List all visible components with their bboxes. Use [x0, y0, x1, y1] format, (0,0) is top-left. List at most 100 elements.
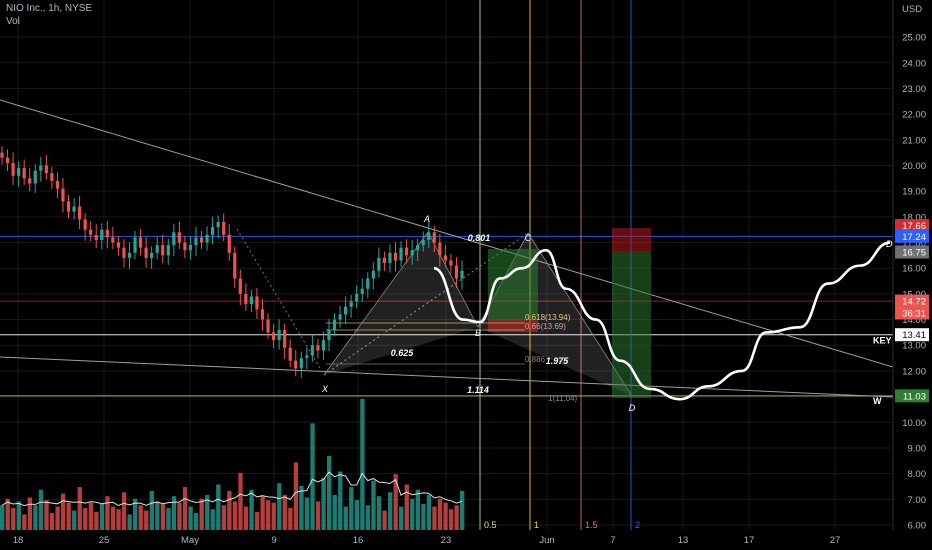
drawings: [0, 0, 894, 530]
dotted-line: [323, 239, 519, 376]
volume-bar: [238, 472, 243, 530]
volume-label: Vol: [6, 16, 20, 27]
pattern-ratio-label: 1.975: [546, 356, 570, 366]
volume-bar: [332, 494, 337, 530]
candle-body: [249, 296, 253, 305]
volume-bar: [77, 487, 82, 530]
volume-bar: [338, 471, 343, 530]
volume-bar: [105, 496, 110, 530]
volume-bar: [33, 505, 38, 530]
price-axis: 25.00 24.00 23.00 22.00 21.00 20.00 19.00 18.00…: [892, 0, 929, 532]
pattern-point-c: C: [525, 233, 532, 243]
volume-bar: [0, 505, 5, 530]
volume-bar: [27, 497, 33, 530]
trendline-upper: [0, 99, 894, 368]
price-tick: 16.00: [902, 264, 926, 275]
candle-body: [349, 301, 353, 307]
volume-bar: [288, 507, 293, 530]
candle-body: [338, 314, 342, 320]
price-badge-label: 17.24: [902, 232, 926, 243]
volume-bar: [376, 496, 382, 530]
price-tick: 25.00: [902, 33, 926, 44]
price-badge: [895, 328, 929, 342]
price-tick: 12.00: [902, 366, 926, 377]
volume-bar: [421, 504, 426, 530]
price-tick: 8.00: [908, 469, 927, 480]
pattern-ratio-label: 1.114: [467, 385, 489, 395]
volume-bar: [404, 484, 409, 530]
candle-body: [310, 345, 314, 356]
volume-bar: [266, 500, 271, 530]
trendline-lower: [0, 356, 894, 398]
candle-body: [33, 170, 37, 184]
price-badge: [895, 219, 929, 233]
candle-body: [449, 260, 453, 266]
candle-body: [299, 358, 303, 369]
volume-bar: [138, 505, 143, 530]
short-target-box: [612, 251, 651, 398]
time-tick: May: [181, 535, 199, 546]
candle-body: [393, 252, 398, 261]
volume-bar: [133, 498, 138, 530]
time-tick: 27: [830, 535, 841, 546]
volume-bar: [171, 496, 177, 530]
volume-bar: [16, 501, 21, 530]
candle-body: [50, 173, 54, 181]
price-badge-label: 14.72: [902, 297, 926, 308]
volume-bar: [221, 505, 227, 530]
volume-bar: [88, 502, 94, 530]
volume-bar: [22, 514, 27, 530]
candle-body: [161, 245, 165, 256]
volume-bar: [38, 489, 44, 530]
volume-bar: [216, 484, 221, 530]
candle-body: [194, 237, 198, 246]
pattern-point-d: D: [629, 403, 636, 413]
time-axis: 18 25 May 9 16 23 Jun 7 13 17 27: [13, 535, 841, 546]
volume-bar: [293, 462, 299, 530]
volume-bar: [188, 506, 193, 530]
currency-label: USD: [902, 4, 922, 15]
candle-body: [72, 206, 76, 212]
candle-body: [404, 247, 409, 256]
candle-body: [266, 319, 270, 333]
candle-body: [44, 165, 48, 174]
candle-body: [388, 252, 392, 264]
short-stop-box: [612, 228, 651, 251]
price-tick: 20.00: [902, 161, 926, 172]
candle-body: [5, 157, 10, 163]
volume-bar: [443, 502, 448, 530]
candle-body: [166, 245, 170, 256]
volume-bar: [193, 513, 199, 530]
candle-body: [138, 237, 143, 248]
candle-body: [61, 188, 65, 202]
candle-body: [321, 340, 326, 351]
volume-bar: [55, 506, 60, 530]
volume-bar: [437, 498, 443, 530]
volume-bar: [282, 494, 287, 530]
price-tick: 10.00: [902, 418, 926, 429]
price-badge-label: 16.75: [902, 248, 926, 259]
fib-time-label: 2: [635, 520, 640, 530]
retracement-label: 0.618(13.94): [525, 313, 571, 322]
retracement-label: 0.66(13.69): [525, 322, 566, 331]
candle-body: [283, 329, 287, 348]
price-badge-label: 13.41: [902, 330, 926, 341]
time-tick: 25: [99, 535, 110, 546]
candle-body: [11, 162, 15, 176]
volume-bar: [326, 455, 332, 530]
long-target-box: [488, 249, 538, 320]
volume-bar: [271, 502, 276, 530]
candle-body: [244, 293, 248, 305]
pattern-point-b: B: [475, 328, 481, 338]
candle-body: [332, 319, 337, 330]
volume-bar: [144, 510, 149, 530]
price-tick: 24.00: [902, 58, 926, 69]
candle-body: [105, 229, 109, 238]
price-badge-label: 36:31: [902, 309, 926, 320]
volume-bar: [399, 506, 404, 530]
volume-bar: [448, 509, 454, 530]
volume-bar: [155, 501, 160, 530]
price-badge-label: 17.66: [902, 221, 926, 232]
